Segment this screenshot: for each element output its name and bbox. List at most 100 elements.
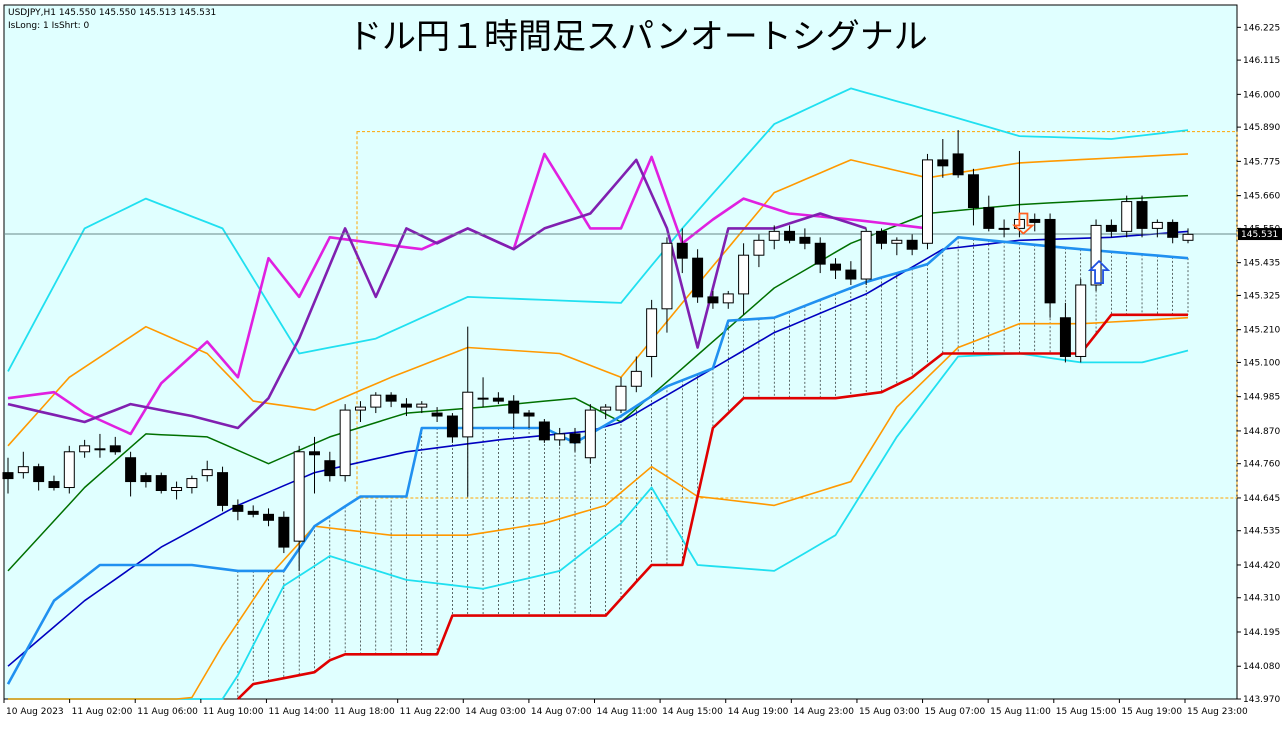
candle[interactable] [845,261,857,285]
candle[interactable] [2,457,14,494]
plot-area[interactable] [3,4,1238,700]
candle[interactable] [94,433,106,458]
candle[interactable] [171,481,183,500]
candle[interactable] [630,356,642,393]
candle[interactable] [676,228,688,274]
candle[interactable] [446,413,458,443]
candle[interactable] [462,326,474,497]
candle[interactable] [830,258,842,280]
candle[interactable] [293,445,305,571]
candle[interactable] [952,130,964,178]
candle[interactable] [339,404,351,482]
x-tick-label: 15 Aug 07:00 [925,707,986,717]
candle[interactable] [217,466,229,512]
candle[interactable] [860,228,872,285]
candle[interactable] [554,427,566,446]
candle[interactable] [569,427,581,452]
candle[interactable] [692,249,704,303]
candle[interactable] [738,243,750,315]
candle-body [615,385,627,411]
candle-body [232,504,244,512]
candle[interactable] [431,407,443,422]
candle[interactable] [324,451,336,482]
candle[interactable] [891,237,903,256]
candle-body [768,230,780,241]
candle[interactable] [186,475,198,494]
candle[interactable] [400,398,412,417]
bb-lower-mid-line [8,316,1189,700]
candle[interactable] [1090,219,1102,291]
candle[interactable] [109,436,121,455]
candle[interactable] [584,404,596,464]
candle[interactable] [1105,219,1117,238]
candle[interactable] [492,392,504,405]
candle[interactable] [1044,213,1056,318]
candle[interactable] [140,472,152,488]
candle[interactable] [79,439,91,458]
candle[interactable] [416,401,428,414]
candle[interactable] [125,451,137,497]
candle[interactable] [523,410,535,428]
candle-body [692,257,704,298]
x-tick-label: 15 Aug 03:00 [859,707,920,717]
candle[interactable] [1029,213,1041,232]
candle-body [1059,317,1071,357]
y-tick-label: 144.760 [1243,460,1280,470]
candle[interactable] [477,377,489,408]
candle[interactable] [646,299,658,378]
candle[interactable] [906,234,918,256]
candle[interactable] [33,463,45,491]
candle[interactable] [937,139,949,178]
candle[interactable] [17,451,29,479]
candle[interactable] [753,234,765,268]
candle-body [48,481,60,489]
candle[interactable] [370,392,382,414]
candle-body [400,403,412,408]
candle[interactable] [1136,195,1148,238]
candle[interactable] [661,237,673,333]
x-tick-label: 11 Aug 22:00 [400,707,461,717]
candle[interactable] [707,290,719,309]
candle[interactable] [768,225,780,250]
candle-body [998,227,1010,230]
candle[interactable] [247,505,259,518]
candle[interactable] [784,225,796,244]
candle[interactable] [998,219,1010,238]
y-tick-label: 144.310 [1243,594,1280,604]
candle[interactable] [508,395,520,428]
candle[interactable] [1167,219,1179,244]
candle[interactable] [309,436,320,494]
x-tick-label: 15 Aug 11:00 [990,707,1051,717]
candle[interactable] [1121,195,1133,238]
candle[interactable] [263,508,275,527]
candle[interactable] [922,153,933,250]
candle[interactable] [983,195,995,232]
candle-body [309,451,320,456]
candle[interactable] [201,460,213,482]
candle[interactable] [967,168,979,226]
candle[interactable] [155,472,167,494]
candle[interactable] [278,511,290,554]
candle[interactable] [1151,219,1163,238]
candle[interactable] [385,392,397,408]
candle[interactable] [876,228,887,250]
candle[interactable] [722,290,734,309]
candle[interactable] [799,228,811,250]
candle[interactable] [1075,279,1087,363]
candle-body [891,239,903,244]
candle[interactable] [1182,228,1194,244]
candle[interactable] [354,401,366,422]
candle[interactable] [48,475,60,491]
y-tick-label: 145.325 [1243,291,1280,301]
candle[interactable] [63,445,75,494]
candle[interactable] [1059,302,1071,363]
candle[interactable] [538,419,550,443]
candle[interactable] [600,404,612,420]
candle[interactable] [232,499,244,521]
candle[interactable] [615,377,627,414]
candle[interactable] [814,237,826,274]
candle-body [1029,218,1041,223]
x-tick-label: 14 Aug 07:00 [531,707,592,717]
